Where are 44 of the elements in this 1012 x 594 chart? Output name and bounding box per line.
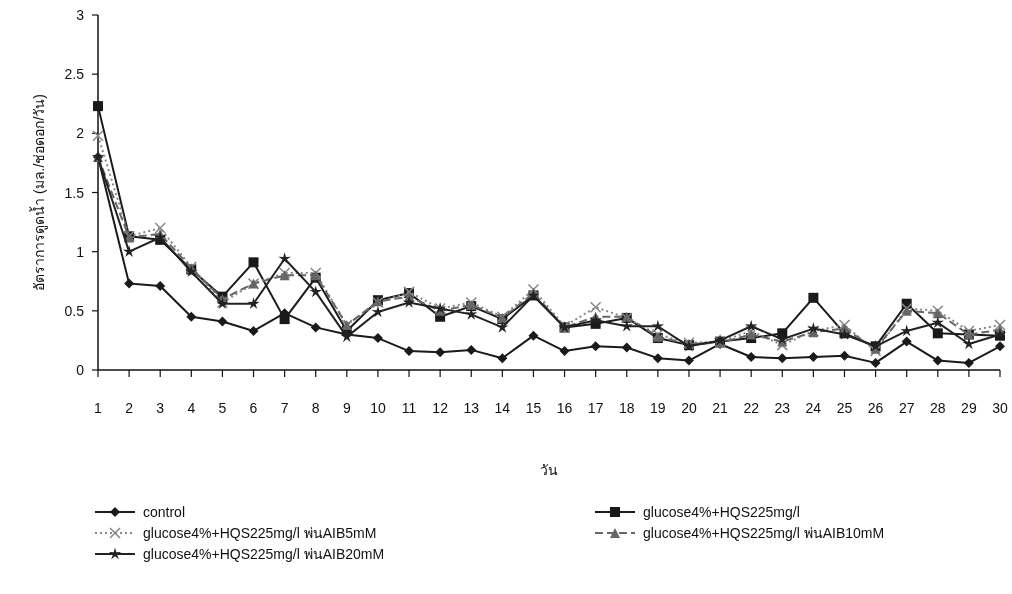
- x-tick-label: 27: [898, 400, 915, 416]
- y-tick-label: 2.5: [64, 66, 85, 83]
- y-tick-label: 0.5: [64, 302, 85, 319]
- x-tick-label: 24: [805, 400, 822, 416]
- x-tick-label: 21: [712, 400, 729, 416]
- x-tick-label: 15: [525, 400, 542, 416]
- x-tick-label: 26: [867, 400, 884, 416]
- legend-label: glucose4%+HQS225mg/l: [643, 504, 800, 520]
- y-axis-title: อัตราการดูดน้ำ (มล./ช่อดอก/วัน): [29, 94, 48, 291]
- x-tick-label: 25: [836, 400, 853, 416]
- x-tick-label: 16: [556, 400, 573, 416]
- x-tick-label: 6: [249, 400, 258, 416]
- x-tick-label: 5: [218, 400, 227, 416]
- x-tick-label: 1: [94, 400, 103, 416]
- x-tick-label: 2: [125, 400, 134, 416]
- legend-label: control: [143, 504, 186, 520]
- x-tick-label: 11: [401, 400, 417, 416]
- x-tick-label: 8: [311, 400, 320, 416]
- x-tick-label: 18: [618, 400, 635, 416]
- y-tick-label: 3: [76, 7, 85, 23]
- legend-label: glucose4%+HQS225mg/l พ่นAIB10mM: [643, 525, 885, 541]
- x-tick-label: 28: [930, 400, 946, 416]
- x-tick-label: 3: [156, 400, 165, 416]
- x-tick-label: 7: [280, 400, 289, 416]
- x-tick-label: 20: [681, 400, 697, 416]
- x-tick-label: 23: [774, 400, 791, 416]
- x-tick-label: 14: [494, 400, 511, 416]
- x-axis-title: วัน: [540, 462, 558, 478]
- y-tick-label: 1.5: [64, 184, 85, 201]
- legend-label: glucose4%+HQS225mg/l พ่นAIB5mM: [143, 525, 377, 541]
- legend-label: glucose4%+HQS225mg/l พ่นAIB20mM: [143, 546, 385, 562]
- x-tick-label: 29: [961, 400, 977, 416]
- x-tick-label: 22: [743, 400, 760, 416]
- x-tick-label: 19: [650, 400, 666, 416]
- y-tick-label: 1: [76, 243, 85, 260]
- x-tick-label: 17: [587, 400, 604, 416]
- x-tick-label: 10: [370, 400, 386, 416]
- x-tick-label: 9: [342, 400, 351, 416]
- y-tick-label: 2: [76, 125, 85, 142]
- x-tick-label: 13: [463, 400, 480, 416]
- x-tick-label: 12: [432, 400, 449, 416]
- x-tick-label: 4: [187, 400, 196, 416]
- x-tick-label: 30: [992, 400, 1008, 416]
- y-tick-label: 0: [76, 362, 85, 378]
